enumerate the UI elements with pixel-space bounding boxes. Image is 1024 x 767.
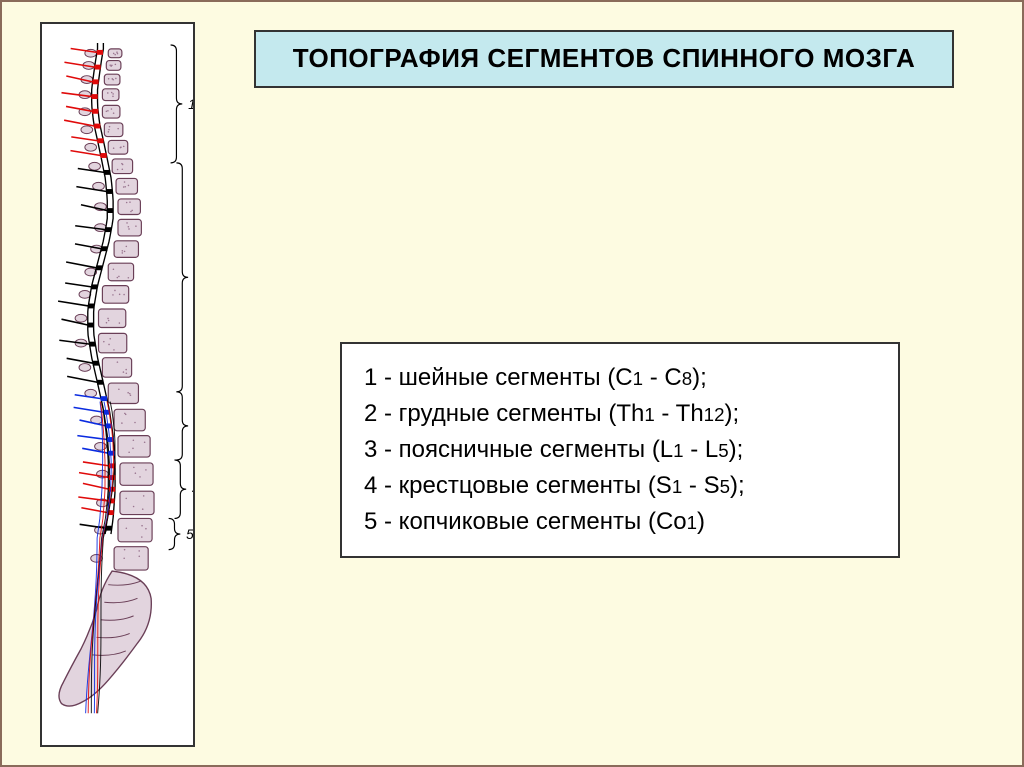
legend-box: 1 - шейные сегменты (C1 - C8);2 - грудны… bbox=[340, 342, 900, 558]
legend-item: 3 - поясничные сегменты (L1 - L5); bbox=[364, 432, 876, 468]
legend-item: 4 - крестцовые сегменты (S1 - S5); bbox=[364, 468, 876, 504]
svg-text:5: 5 bbox=[186, 527, 193, 542]
spine-diagram: 12345 bbox=[40, 22, 195, 747]
legend-item: 1 - шейные сегменты (C1 - C8); bbox=[364, 360, 876, 396]
legend-item: 5 - копчиковые сегменты (Co1) bbox=[364, 504, 876, 540]
svg-text:4: 4 bbox=[192, 482, 193, 497]
slide-title: ТОПОГРАФИЯ СЕГМЕНТОВ СПИННОГО МОЗГА bbox=[254, 30, 954, 88]
svg-text:1: 1 bbox=[188, 97, 193, 112]
legend-item: 2 - грудные сегменты (Th1 - Th12); bbox=[364, 396, 876, 432]
